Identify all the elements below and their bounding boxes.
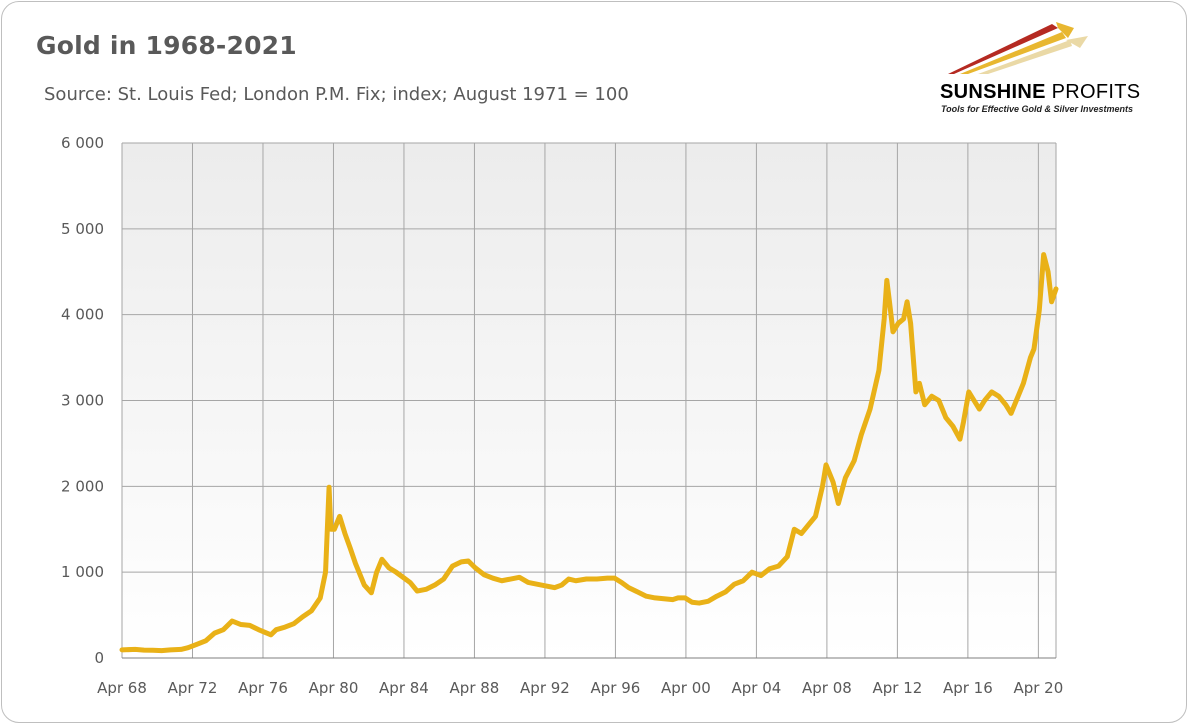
logo-tagline: Tools for Effective Gold & Silver Invest… (941, 104, 1134, 114)
chart-title: Gold in 1968-2021 (36, 31, 297, 60)
y-tick-label: 6 000 (61, 134, 104, 152)
logo-wordmark: SUNSHINE PROFITS (940, 81, 1140, 104)
x-tick-label: Apr 80 (309, 679, 359, 697)
x-tick-label: Apr 68 (97, 679, 147, 697)
x-tick-label: Apr 12 (872, 679, 922, 697)
x-tick-label: Apr 88 (450, 679, 500, 697)
x-tick-label: Apr 08 (802, 679, 852, 697)
y-tick-label: 2 000 (61, 477, 104, 495)
y-tick-label: 4 000 (61, 306, 104, 324)
y-tick-label: 0 (94, 649, 104, 667)
x-tick-label: Apr 20 (1013, 679, 1063, 697)
x-tick-label: Apr 16 (943, 679, 993, 697)
logo-rays-icon (948, 22, 1088, 74)
logo-word-bold: SUNSHINE (940, 81, 1046, 103)
sunshine-profits-logo: SUNSHINE PROFITS Tools for Effective Gol… (930, 18, 1170, 118)
x-tick-label: Apr 92 (520, 679, 570, 697)
y-tick-label: 5 000 (61, 220, 104, 238)
x-tick-label: Apr 76 (238, 679, 288, 697)
y-tick-label: 1 000 (61, 563, 104, 581)
logo-word-light: PROFITS (1051, 81, 1141, 103)
chart-subtitle: Source: St. Louis Fed; London P.M. Fix; … (44, 84, 629, 105)
y-tick-label: 3 000 (61, 392, 104, 410)
x-tick-label: Apr 84 (379, 679, 429, 697)
gold-index-line (119, 252, 1059, 654)
x-tick-label: Apr 04 (732, 679, 782, 697)
x-tick-label: Apr 96 (591, 679, 641, 697)
x-tick-label: Apr 00 (661, 679, 711, 697)
x-tick-label: Apr 72 (168, 679, 218, 697)
